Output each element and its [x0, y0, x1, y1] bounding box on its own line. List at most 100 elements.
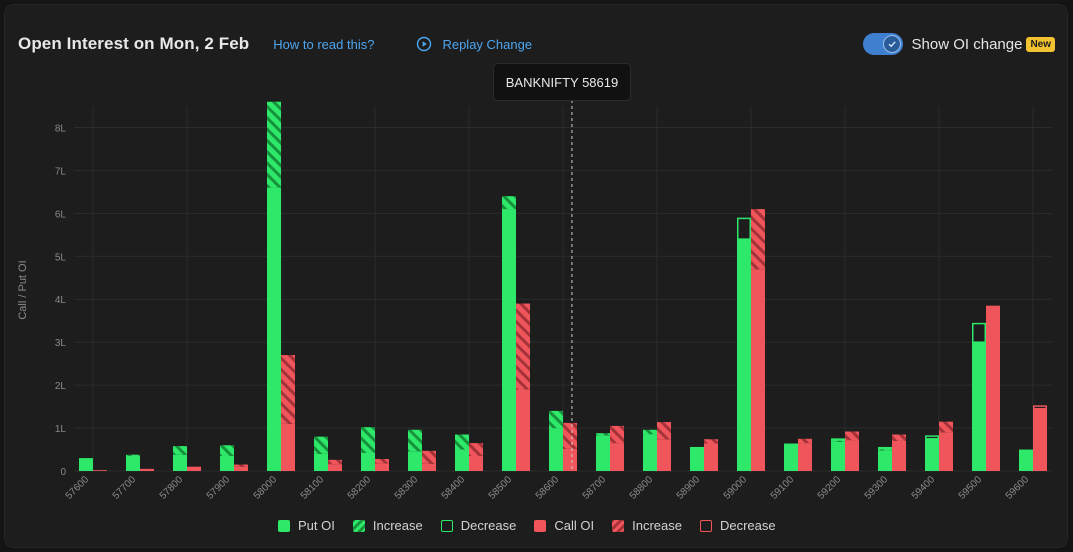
y-tick-label: 6L: [55, 209, 67, 220]
put-oi-bar: [972, 342, 986, 471]
put-oi-bar: [831, 441, 845, 471]
spot-price-tooltip: BANKNIFTY 58619: [493, 63, 631, 101]
put-oi-bar: [455, 449, 469, 471]
play-circle-icon: [417, 36, 432, 52]
put-increase-bar: [549, 410, 563, 429]
call-increase-bar: [892, 434, 906, 441]
put-oi-bar: [220, 455, 234, 471]
y-tick-label: 8L: [55, 123, 67, 134]
chart-header: Open Interest on Mon, 2 Feb How to read …: [18, 28, 1055, 60]
call-increase-bar: [234, 464, 248, 467]
legend-item-call-increase[interactable]: Increase: [612, 518, 682, 533]
chart-legend: Put OI Increase Decrease Call OI Increas…: [278, 518, 794, 533]
call-oi-bar: [939, 432, 953, 471]
put-oi-bar: [1019, 449, 1033, 471]
legend-label: Decrease: [460, 518, 517, 533]
call-increase-bar: [751, 209, 765, 270]
x-tick-label: 58100: [299, 474, 327, 502]
x-tick-label: 58600: [534, 474, 562, 502]
toggle-knob: [882, 35, 901, 53]
y-tick-label: 4L: [55, 295, 67, 306]
x-tick-label: 59500: [957, 474, 985, 502]
put-increase-bar: [408, 429, 422, 452]
x-tick-label: 59600: [1004, 474, 1032, 502]
call-increase-bar: [610, 425, 624, 444]
legend-item-put-increase[interactable]: Increase: [352, 518, 423, 533]
put-decrease-bar: [972, 322, 986, 343]
call-increase-bar: [939, 421, 953, 433]
show-oi-change-toggle[interactable]: [862, 33, 903, 55]
replay-change-button[interactable]: Replay Change: [416, 36, 532, 52]
call-increase-bar: [422, 450, 436, 464]
legend-item-put-decrease[interactable]: Decrease: [440, 518, 517, 533]
x-tick-label: 59200: [816, 474, 844, 502]
call-oi-bar: [516, 389, 530, 471]
legend-item-call-decrease[interactable]: Decrease: [699, 518, 776, 533]
put-oi-bar: [549, 428, 563, 471]
put-increase-bar: [220, 445, 234, 456]
legend-item-call-oi[interactable]: Call OI: [534, 518, 594, 533]
legend-label: Put OI: [298, 518, 335, 533]
put-increase-bar: [502, 196, 516, 210]
put-oi-bar: [690, 446, 704, 471]
put-increase-bar: [878, 448, 892, 451]
call-increase-bar: [563, 422, 577, 449]
check-icon: [888, 41, 896, 48]
put-oi-bar: [737, 239, 751, 471]
legend-label: Call OI: [554, 518, 595, 533]
call-oi-bar: [187, 466, 201, 471]
put-oi-bar: [173, 454, 187, 471]
call-oi-bar: [798, 443, 812, 471]
put-oi-bar: [408, 451, 422, 471]
put-oi-bar: [925, 438, 939, 471]
call-oi-bar: [422, 463, 436, 471]
y-tick-label: 7L: [55, 166, 67, 177]
x-tick-label: 57700: [111, 474, 139, 502]
call-oi-bar: [328, 464, 342, 471]
put-increase-bar: [831, 440, 845, 442]
legend-label: Decrease: [719, 518, 776, 533]
x-tick-label: 59100: [769, 474, 797, 502]
how-to-read-link[interactable]: How to read this?: [273, 36, 375, 52]
put-increase-bar: [267, 101, 281, 188]
put-oi-bar: [502, 209, 516, 471]
call-increase-bar: [469, 443, 483, 456]
call-decrease-bar: [1033, 405, 1047, 410]
call-oi-bar: [845, 440, 859, 471]
put-oi-bar: [643, 434, 657, 471]
put-increase-swatch: [352, 519, 365, 532]
y-tick-label: 3L: [55, 338, 67, 349]
call-oi-swatch: [534, 519, 547, 532]
y-axis-label: Call / Put OI: [17, 260, 29, 319]
put-increase-bar: [643, 429, 657, 435]
legend-item-put-oi[interactable]: Put OI: [278, 518, 335, 533]
call-increase-bar: [845, 431, 859, 441]
call-oi-bar: [892, 440, 906, 471]
put-decrease-bar: [831, 438, 845, 441]
call-increase-bar: [281, 355, 295, 424]
put-decrease-bar: [925, 435, 939, 440]
call-oi-bar: [375, 463, 389, 471]
call-oi-bar: [704, 443, 718, 471]
bars-layer: [79, 101, 1047, 471]
put-increase-bar: [455, 434, 469, 450]
x-tick-label: 58700: [581, 474, 609, 502]
y-tick-label: 5L: [55, 252, 67, 263]
put-oi-bar: [314, 453, 328, 471]
call-increase-bar: [328, 459, 342, 465]
x-tick-label: 58400: [440, 474, 468, 502]
call-increase-bar: [657, 422, 671, 440]
axis-layer: 0 1L 2L 3L 4L 5L 6L 7L 8L 57600 57700 57800 57900 580…: [55, 100, 1032, 502]
call-oi-bar: [281, 423, 295, 471]
put-oi-bar: [126, 455, 140, 471]
x-tick-label: 57900: [205, 474, 233, 502]
call-oi-bar: [657, 439, 671, 471]
legend-label: Increase: [372, 518, 423, 533]
oi-change-control: Show OI change New: [862, 33, 1055, 55]
x-tick-label: 59400: [910, 474, 938, 502]
call-oi-bar: [610, 443, 624, 471]
x-tick-label: 58800: [628, 474, 656, 502]
put-oi-bar: [361, 452, 375, 471]
call-oi-bar: [986, 305, 1000, 471]
